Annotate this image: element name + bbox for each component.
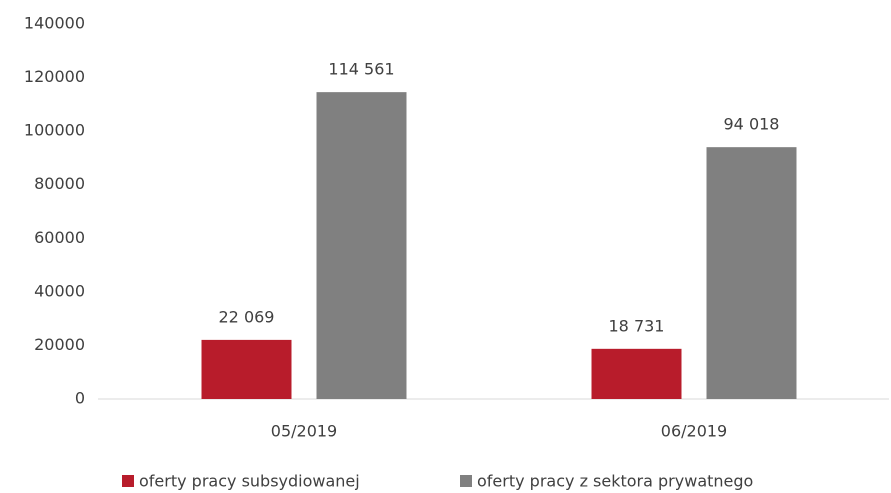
y-tick-label: 80000 xyxy=(34,174,85,193)
y-tick-label: 0 xyxy=(75,389,85,408)
data-label: 22 069 xyxy=(219,307,275,326)
data-label: 114 561 xyxy=(328,60,394,79)
x-tick-label: 06/2019 xyxy=(661,422,727,441)
y-tick-label: 140000 xyxy=(24,14,85,33)
data-label: 94 018 xyxy=(724,115,780,134)
legend-swatch xyxy=(122,475,134,487)
y-tick-label: 60000 xyxy=(34,228,85,247)
bar xyxy=(316,92,407,400)
y-tick-label: 120000 xyxy=(24,67,85,86)
legend-label: oferty pracy z sektora prywatnego xyxy=(477,472,753,491)
bar xyxy=(591,348,682,399)
data-label: 18 731 xyxy=(609,316,665,335)
y-tick-label: 100000 xyxy=(24,121,85,140)
bar xyxy=(201,339,292,399)
x-tick-label: 05/2019 xyxy=(271,422,337,441)
y-tick-label: 40000 xyxy=(34,281,85,300)
legend-label: oferty pracy subsydiowanej xyxy=(139,472,360,491)
legend-swatch xyxy=(460,475,472,487)
y-tick-label: 20000 xyxy=(34,335,85,354)
bar xyxy=(706,147,797,399)
